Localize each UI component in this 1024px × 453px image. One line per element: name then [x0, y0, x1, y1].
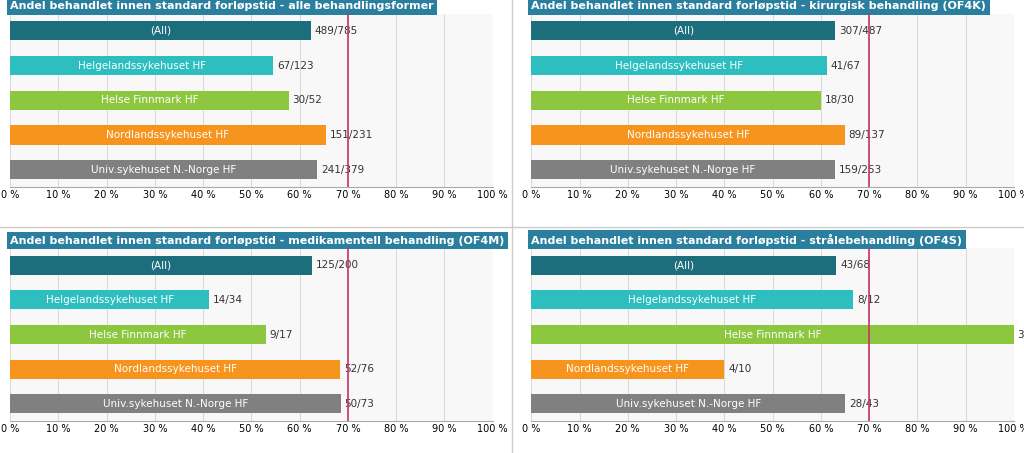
Text: Nordlandssykehuset HF: Nordlandssykehuset HF: [106, 130, 229, 140]
Text: 307/487: 307/487: [840, 26, 883, 36]
Bar: [531, 160, 835, 179]
Text: 4/10: 4/10: [728, 364, 752, 374]
Bar: [531, 91, 821, 110]
Text: (All): (All): [150, 26, 171, 36]
Text: 89/137: 89/137: [849, 130, 885, 140]
Text: 30/52: 30/52: [293, 95, 323, 106]
Text: Nordlandssykehuset HF: Nordlandssykehuset HF: [627, 130, 750, 140]
Text: 43/68: 43/68: [841, 260, 870, 270]
Bar: [10, 395, 341, 414]
Bar: [10, 91, 289, 110]
Text: Univ.sykehuset N.-Norge HF: Univ.sykehuset N.-Norge HF: [610, 165, 756, 175]
Text: 151/231: 151/231: [330, 130, 373, 140]
Text: Helse Finnmark HF: Helse Finnmark HF: [628, 95, 725, 106]
Text: Andel behandlet innen standard forløpstid - strålebehandling (OF4S): Andel behandlet innen standard forløpsti…: [531, 234, 963, 246]
Text: 489/785: 489/785: [314, 26, 357, 36]
Text: Helgelandssykehuset HF: Helgelandssykehuset HF: [614, 61, 743, 71]
Text: Nordlandssykehuset HF: Nordlandssykehuset HF: [114, 364, 237, 374]
Bar: [531, 290, 853, 309]
Bar: [531, 360, 724, 379]
Text: 14/34: 14/34: [213, 295, 243, 305]
Bar: [531, 125, 845, 145]
Text: 50/73: 50/73: [344, 399, 375, 409]
Text: Helgelandssykehuset HF: Helgelandssykehuset HF: [45, 295, 174, 305]
Text: Andel behandlet innen standard forløpstid - medikamentell behandling (OF4M): Andel behandlet innen standard forløpsti…: [10, 236, 505, 246]
Text: (All): (All): [673, 26, 694, 36]
Text: Helse Finnmark HF: Helse Finnmark HF: [724, 329, 821, 340]
Text: Univ.sykehuset N.-Norge HF: Univ.sykehuset N.-Norge HF: [102, 399, 248, 409]
Bar: [531, 21, 836, 40]
Bar: [531, 56, 826, 75]
Bar: [10, 160, 317, 179]
Text: (All): (All): [674, 260, 694, 270]
Text: Nordlandssykehuset HF: Nordlandssykehuset HF: [566, 364, 689, 374]
Text: Andel behandlet innen standard forløpstid - kirurgisk behandling (OF4K): Andel behandlet innen standard forløpsti…: [531, 1, 986, 11]
Text: 3/3: 3/3: [1018, 329, 1024, 340]
Bar: [531, 325, 1014, 344]
Bar: [531, 255, 837, 275]
Text: 67/123: 67/123: [276, 61, 313, 71]
Bar: [10, 21, 310, 40]
Text: 8/12: 8/12: [857, 295, 881, 305]
Text: Andel behandlet innen standard forløpstid - alle behandlingsformer: Andel behandlet innen standard forløpsti…: [10, 1, 434, 11]
Bar: [10, 325, 265, 344]
Text: 52/76: 52/76: [344, 364, 374, 374]
Text: Helgelandssykehuset HF: Helgelandssykehuset HF: [628, 295, 756, 305]
Bar: [531, 395, 846, 414]
Bar: [10, 360, 340, 379]
Text: 159/253: 159/253: [839, 165, 882, 175]
Text: 28/43: 28/43: [849, 399, 880, 409]
Text: Helgelandssykehuset HF: Helgelandssykehuset HF: [78, 61, 206, 71]
Bar: [10, 56, 273, 75]
Text: 41/67: 41/67: [830, 61, 860, 71]
Text: (All): (All): [151, 260, 172, 270]
Bar: [10, 290, 209, 309]
Text: 125/200: 125/200: [315, 260, 358, 270]
Text: Univ.sykehuset N.-Norge HF: Univ.sykehuset N.-Norge HF: [615, 399, 761, 409]
Bar: [10, 255, 311, 275]
Text: Helse Finnmark HF: Helse Finnmark HF: [100, 95, 199, 106]
Text: 9/17: 9/17: [269, 329, 293, 340]
Text: Univ.sykehuset N.-Norge HF: Univ.sykehuset N.-Norge HF: [91, 165, 237, 175]
Text: 241/379: 241/379: [321, 165, 365, 175]
Text: Helse Finnmark HF: Helse Finnmark HF: [89, 329, 186, 340]
Text: 18/30: 18/30: [824, 95, 854, 106]
Bar: [10, 125, 326, 145]
